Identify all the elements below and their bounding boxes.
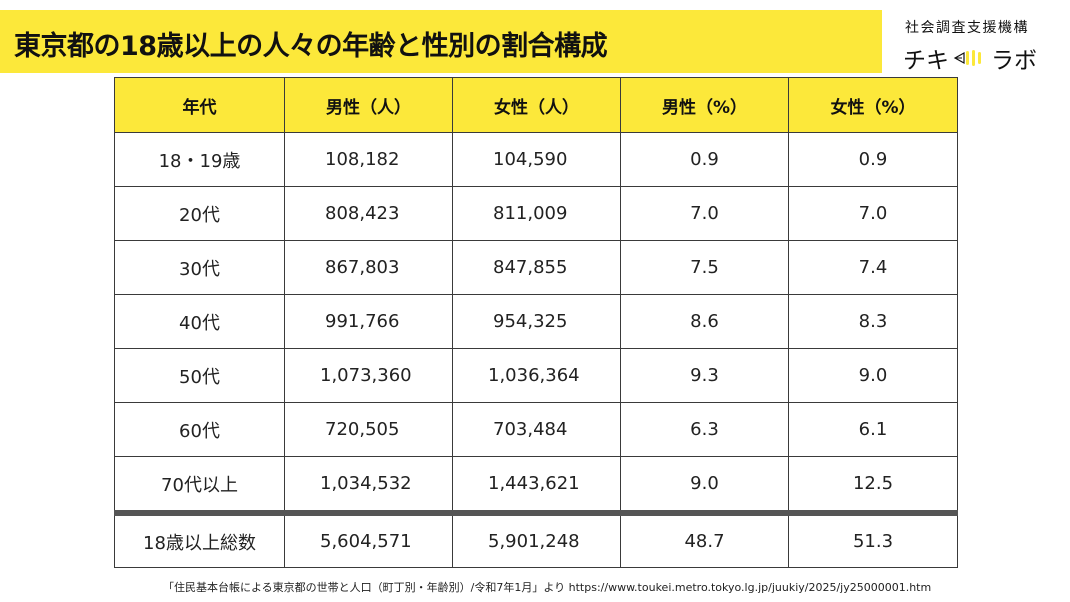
table-row: 60代 720,505 703,484 6.3 6.1 — [114, 402, 958, 457]
cell-male-percent: 7.5 — [620, 240, 789, 295]
header-female-percent: 女性（%） — [788, 77, 958, 133]
table-row: 20代 808,423 811,009 7.0 7.0 — [114, 186, 958, 241]
cell-male-percent: 9.3 — [620, 348, 789, 403]
cell-age: 50代 — [114, 348, 285, 403]
cell-female-percent: 7.4 — [788, 240, 958, 295]
cell-female-count: 1,443,621 — [452, 456, 621, 514]
table-row: 70代以上 1,034,532 1,443,621 9.0 12.5 — [114, 456, 958, 514]
cell-age: 70代以上 — [114, 456, 285, 514]
cell-male-count: 1,034,532 — [284, 456, 453, 514]
cell-male-percent: 8.6 — [620, 294, 789, 349]
table-row: 50代 1,073,360 1,036,364 9.3 9.0 — [114, 348, 958, 403]
cell-female-count: 703,484 — [452, 402, 621, 457]
cell-age: 18・19歳 — [114, 132, 285, 187]
cell-male-percent: 7.0 — [620, 186, 789, 241]
header-age: 年代 — [114, 77, 285, 133]
logo-name-left: チキ — [903, 48, 949, 74]
age-gender-table: 年代 男性（人） 女性（人） 男性（%） 女性（%） 18・19歳 108,18… — [114, 77, 958, 568]
cell-female-count: 1,036,364 — [452, 348, 621, 403]
cell-female-percent: 12.5 — [788, 456, 958, 514]
cell-total-label: 18歳以上総数 — [114, 510, 285, 568]
cell-total-male-percent: 48.7 — [620, 510, 789, 568]
cell-male-count: 108,182 — [284, 132, 453, 187]
source-note: 「住民基本台帳による東京都の世帯と人口（町丁別・年齢別）/令和7年1月」より h… — [163, 581, 932, 594]
cell-total-female-percent: 51.3 — [788, 510, 958, 568]
cell-female-count: 104,590 — [452, 132, 621, 187]
cell-male-count: 867,803 — [284, 240, 453, 295]
logo-wordmark: チキ ラボ — [903, 41, 1037, 75]
cell-female-percent: 8.3 — [788, 294, 958, 349]
cell-female-count: 811,009 — [452, 186, 621, 241]
cell-male-percent: 6.3 — [620, 402, 789, 457]
table-row: 18・19歳 108,182 104,590 0.9 0.9 — [114, 132, 958, 187]
cell-age: 30代 — [114, 240, 285, 295]
cell-age: 40代 — [114, 294, 285, 349]
title-banner: 東京都の18歳以上の人々の年齢と性別の割合構成 — [0, 10, 882, 73]
cell-male-count: 991,766 — [284, 294, 453, 349]
megaphone-icon — [953, 50, 981, 66]
logo-subtitle: 社会調査支援機構 — [905, 20, 1029, 36]
cell-total-male-count: 5,604,571 — [284, 510, 453, 568]
header-female-count: 女性（人） — [452, 77, 621, 133]
cell-male-count: 808,423 — [284, 186, 453, 241]
table-total-row: 18歳以上総数 5,604,571 5,901,248 48.7 51.3 — [114, 510, 958, 568]
cell-total-female-count: 5,901,248 — [452, 510, 621, 568]
cell-male-count: 720,505 — [284, 402, 453, 457]
cell-female-count: 847,855 — [452, 240, 621, 295]
cell-male-count: 1,073,360 — [284, 348, 453, 403]
cell-female-percent: 6.1 — [788, 402, 958, 457]
logo-name-right: ラボ — [991, 48, 1037, 74]
header-male-percent: 男性（%） — [620, 77, 789, 133]
header-male-count: 男性（人） — [284, 77, 453, 133]
logo: 社会調査支援機構 チキ ラボ — [903, 17, 1053, 74]
cell-male-percent: 9.0 — [620, 456, 789, 514]
cell-female-percent: 9.0 — [788, 348, 958, 403]
cell-female-percent: 0.9 — [788, 132, 958, 187]
cell-age: 60代 — [114, 402, 285, 457]
table-row: 40代 991,766 954,325 8.6 8.3 — [114, 294, 958, 349]
cell-male-percent: 0.9 — [620, 132, 789, 187]
cell-female-count: 954,325 — [452, 294, 621, 349]
table-row: 30代 867,803 847,855 7.5 7.4 — [114, 240, 958, 295]
page-title: 東京都の18歳以上の人々の年齢と性別の割合構成 — [14, 31, 608, 62]
cell-age: 20代 — [114, 186, 285, 241]
cell-female-percent: 7.0 — [788, 186, 958, 241]
table-header-row: 年代 男性（人） 女性（人） 男性（%） 女性（%） — [114, 77, 958, 133]
